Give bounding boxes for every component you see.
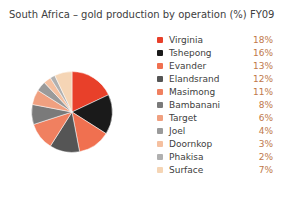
svg-text:7%: 7% — [259, 165, 274, 175]
svg-text:Elandsrand: Elandsrand — [169, 74, 219, 84]
svg-text:11%: 11% — [253, 87, 273, 97]
svg-text:18%: 18% — [253, 35, 273, 45]
svg-text:2%: 2% — [259, 152, 274, 162]
svg-text:Tshepong: Tshepong — [168, 48, 212, 58]
svg-text:Masimong: Masimong — [169, 87, 215, 97]
svg-text:4%: 4% — [259, 126, 274, 136]
svg-text:Evander: Evander — [169, 61, 206, 71]
svg-text:Doornkop: Doornkop — [169, 139, 213, 149]
svg-text:Bambanani: Bambanani — [169, 100, 220, 110]
svg-text:6%: 6% — [259, 113, 274, 123]
svg-text:16%: 16% — [253, 48, 273, 58]
svg-text:Target: Target — [168, 113, 197, 123]
svg-text:Joel: Joel — [168, 126, 185, 136]
svg-text:Surface: Surface — [169, 165, 204, 175]
svg-text:Phakisa: Phakisa — [169, 152, 204, 162]
svg-text:South Africa – gold production: South Africa – gold production by operat… — [9, 9, 274, 20]
svg-text:3%: 3% — [259, 139, 274, 149]
svg-text:8%: 8% — [259, 100, 274, 110]
svg-text:12%: 12% — [253, 74, 273, 84]
svg-text:13%: 13% — [253, 61, 273, 71]
svg-text:Virginia: Virginia — [169, 35, 203, 45]
